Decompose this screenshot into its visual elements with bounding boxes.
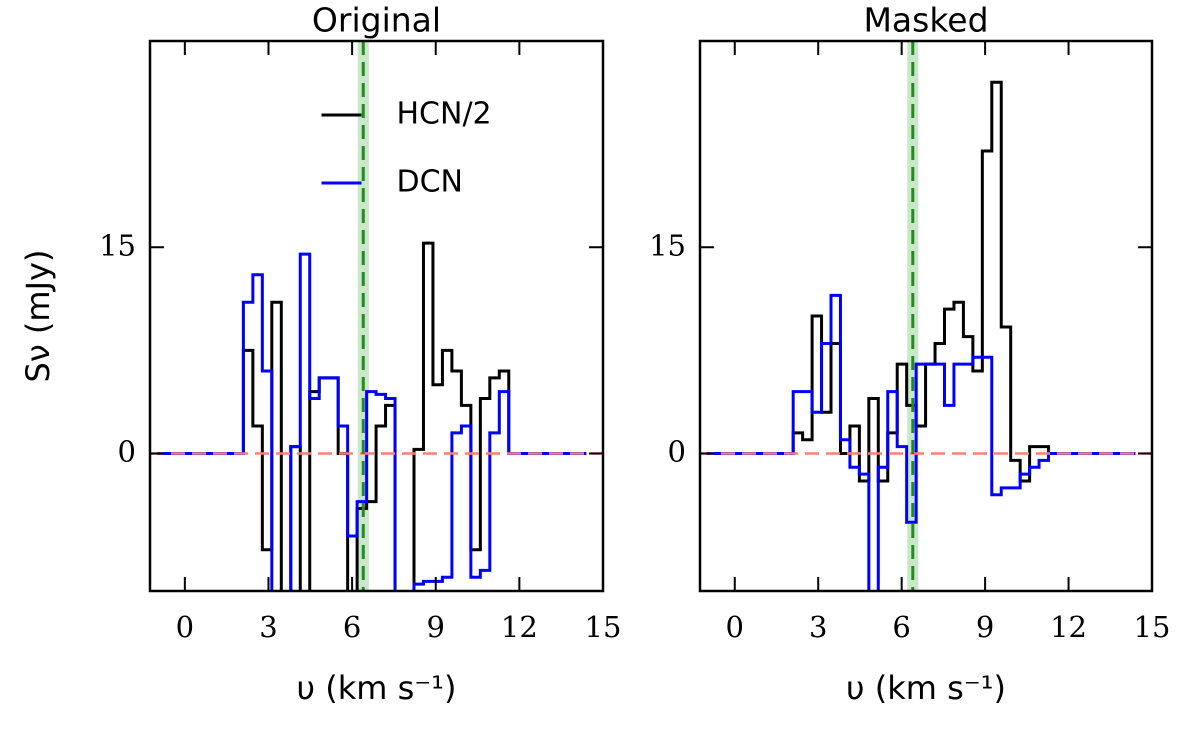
y-tick-label: 0 (118, 435, 136, 469)
x-tick-label: 0 (726, 610, 744, 644)
axes-frame (698, 39, 1154, 593)
x-tick-label: 3 (259, 610, 277, 644)
step-line (706, 293, 1136, 591)
y-tick-label: 0 (668, 435, 686, 469)
x-axis-label: υ (km s⁻¹) (297, 669, 457, 707)
legend-label: DCN (397, 165, 464, 200)
x-tick-label: 12 (1050, 610, 1087, 644)
plot-area (700, 41, 1152, 591)
step-line (706, 80, 1136, 483)
x-tick-label: 9 (427, 610, 445, 644)
x-tick-label: 6 (892, 610, 910, 644)
panel-title: Masked (863, 1, 988, 40)
y-axis-label: Sν (mJy) (19, 250, 57, 383)
y-tick-label: 15 (649, 228, 686, 262)
x-tick-label: 6 (343, 610, 361, 644)
y-tick-label: 15 (99, 228, 136, 262)
x-tick-label: 0 (176, 610, 194, 644)
x-tick-label: 15 (1134, 610, 1171, 644)
step-line (156, 241, 587, 591)
step-line (156, 252, 587, 591)
x-tick-label: 15 (585, 610, 622, 644)
axes-frame (148, 39, 605, 593)
panel-title: Original (312, 1, 441, 40)
x-tick-label: 12 (501, 610, 538, 644)
plot-area (150, 41, 603, 591)
x-axis-label: υ (km s⁻¹) (846, 669, 1006, 707)
x-tick-label: 9 (976, 610, 994, 644)
x-tick-label: 3 (809, 610, 827, 644)
legend-label: HCN/2 (397, 97, 492, 132)
